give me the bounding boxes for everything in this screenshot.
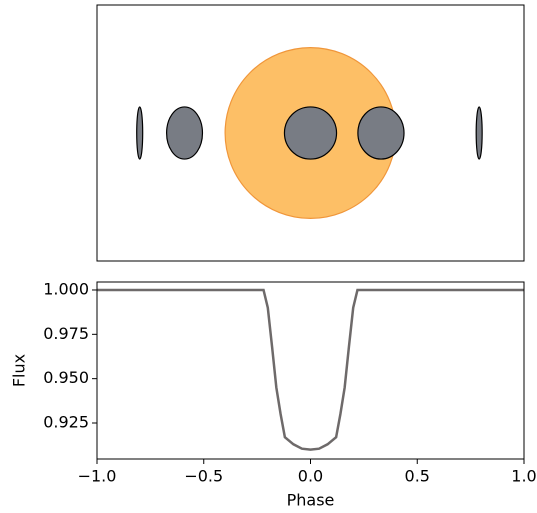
x-tick-label: 0.5 — [405, 467, 430, 486]
x-tick-label: −1.0 — [78, 467, 117, 486]
x-tick-label: −0.5 — [184, 467, 223, 486]
planet — [136, 106, 144, 160]
x-axis-label: Phase — [287, 491, 335, 510]
y-tick-label: 0.975 — [43, 324, 89, 343]
panel-frame — [96, 281, 525, 460]
y-axis-label: Flux — [10, 354, 29, 387]
x-tick-label: 1.0 — [511, 467, 536, 486]
y-tick-label: 0.950 — [43, 368, 89, 387]
flux-line — [97, 288, 524, 451]
planet — [283, 106, 338, 160]
x-tick-label: 0.0 — [298, 467, 323, 486]
panel-frame — [96, 4, 525, 262]
y-tick-label: 0.925 — [43, 412, 89, 431]
planet — [166, 106, 204, 160]
planet — [475, 106, 483, 160]
planet — [357, 106, 405, 160]
y-tick-label: 1.000 — [43, 279, 89, 298]
